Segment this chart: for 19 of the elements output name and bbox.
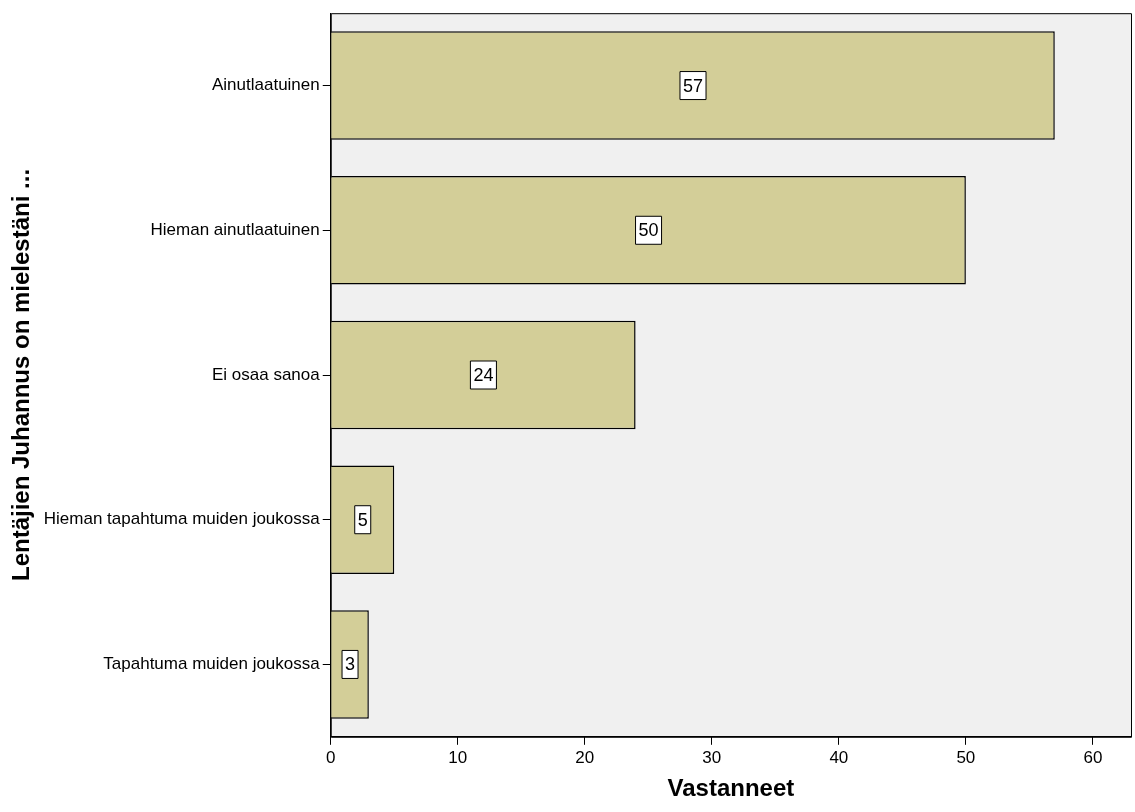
y-axis-title: Lentäjien Juhannus on mielestäni ... [7, 168, 35, 582]
x-tick-label: 30 [702, 747, 722, 767]
x-tick-label: 20 [575, 747, 595, 767]
data-label: 57 [682, 75, 704, 96]
x-tick-label: 50 [956, 747, 976, 767]
x-axis-title: Vastanneet [667, 774, 795, 802]
x-tick-label: 10 [448, 747, 468, 767]
y-tick-label: Ainutlaatuinen [211, 75, 320, 95]
y-tick-label: Hieman tapahtuma muiden joukossa [43, 509, 321, 529]
y-tick-label: Hieman ainutlaatuinen [150, 219, 320, 239]
y-tick-label: Ei osaa sanoa [211, 364, 321, 384]
data-label: 5 [357, 509, 368, 530]
data-label: 24 [473, 364, 494, 385]
x-tick-label: 0 [326, 747, 336, 767]
x-tick-label: 60 [1083, 747, 1103, 767]
data-label: 3 [345, 654, 356, 675]
y-tick-label: Tapahtuma muiden joukossa [103, 654, 321, 674]
x-tick-label: 40 [829, 747, 849, 767]
data-label: 50 [638, 220, 659, 241]
